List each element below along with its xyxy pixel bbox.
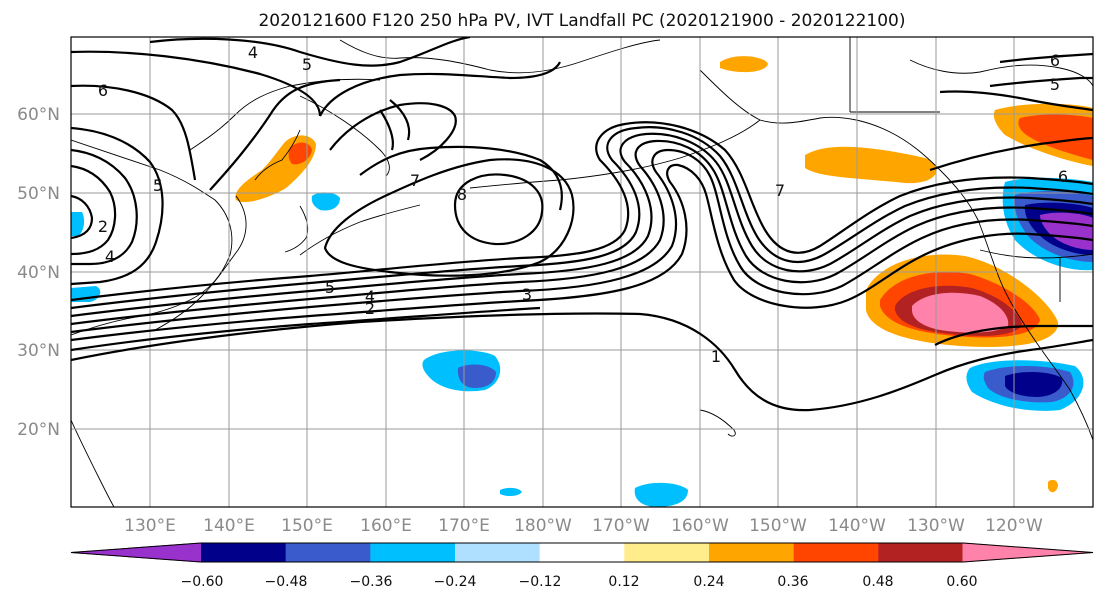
contour-label: 5 (302, 55, 312, 74)
map-frame (70, 36, 1094, 508)
contour-label: 4 (248, 43, 258, 62)
colorbar-tick-label: 0.60 (946, 574, 977, 590)
lat-label: 60°N (17, 105, 60, 125)
colorbar-segment (201, 543, 287, 562)
colorbar-tick-label: −0.48 (265, 574, 308, 590)
colorbar-labels: −0.60 −0.48 −0.36 −0.24 −0.12 0.12 0.24 … (181, 574, 978, 590)
colorbar-extend-min (70, 542, 202, 563)
contour-label: 5 (153, 176, 163, 195)
contour-labels: 4 5 6 7 8 5 4 3 2 1 7 6 5 4 2 5 6 (98, 43, 1068, 366)
lat-label: 20°N (17, 420, 60, 440)
colorbar-segment (455, 543, 541, 562)
colorbar-segment (878, 543, 964, 562)
contour-label: 2 (98, 217, 108, 236)
lon-label: 130°E (124, 516, 176, 536)
contour-label: 4 (105, 247, 115, 266)
contour-label: 2 (365, 299, 375, 318)
lon-label: 140°E (203, 516, 255, 536)
lon-label: 170°E (438, 516, 490, 536)
colorbar-outline (70, 542, 1094, 563)
lat-label: 40°N (17, 263, 60, 283)
map-title: 2020121600 F120 250 hPa PV, IVT Landfall… (258, 11, 905, 31)
colorbar-tick-label: 0.24 (693, 574, 724, 590)
longitude-labels: 130°E 140°E 150°E 160°E 170°E 180°W 170°… (124, 516, 1043, 536)
colorbar-tick-label: −0.24 (434, 574, 477, 590)
lat-label: 50°N (17, 184, 60, 204)
lon-label: 150°E (281, 516, 333, 536)
contour-label: 1 (711, 347, 721, 366)
lon-label: 160°E (360, 516, 412, 536)
contour-label: 3 (522, 285, 532, 304)
contour-label: 6 (1058, 167, 1068, 186)
colorbar-segment (370, 543, 456, 562)
colorbar-tick-label: 0.48 (862, 574, 893, 590)
pv-contours (71, 37, 1093, 412)
lat-label: 30°N (17, 341, 60, 361)
colorbar-segment (624, 543, 710, 562)
lon-label: 140°W (828, 516, 886, 536)
contour-label: 5 (325, 278, 335, 297)
lon-label: 120°W (985, 516, 1043, 536)
contour-label: 4 (365, 287, 375, 306)
colorbar-extend-max (962, 542, 1094, 563)
lon-label: 150°W (749, 516, 807, 536)
contour-label: 6 (1050, 51, 1060, 70)
colorbar-tick-label: −0.60 (181, 574, 224, 590)
contour-label: 7 (775, 181, 785, 200)
contour-label: 7 (410, 171, 420, 190)
colorbar-segment (793, 543, 879, 562)
contour-label: 8 (457, 185, 467, 204)
colorbar-tick-label: 0.36 (777, 574, 808, 590)
contour-label: 6 (98, 81, 108, 100)
map-panel: 4 5 6 7 8 5 4 3 2 1 7 6 5 4 2 5 6 (71, 37, 1093, 507)
colorbar-segment (709, 543, 795, 562)
latitude-labels: 60°N 50°N 40°N 30°N 20°N (17, 105, 60, 440)
positive-anomaly-north (720, 56, 768, 73)
lon-label: 180°W (514, 516, 572, 536)
colorbar-segment (285, 543, 371, 562)
colorbar-segment (539, 543, 625, 562)
positive-anomaly-gulf (805, 146, 937, 184)
lon-label: 130°W (907, 516, 965, 536)
colorbar-tick-label: 0.12 (608, 574, 639, 590)
colorbar (70, 542, 1094, 563)
negative-anomaly-south (634, 482, 688, 507)
contour-label: 5 (1050, 75, 1060, 94)
colorbar-tick-label: −0.36 (350, 574, 393, 590)
lon-label: 170°W (592, 516, 650, 536)
colorbar-tick-label: −0.12 (519, 574, 562, 590)
lon-label: 160°W (671, 516, 729, 536)
gridlines (71, 37, 1093, 507)
